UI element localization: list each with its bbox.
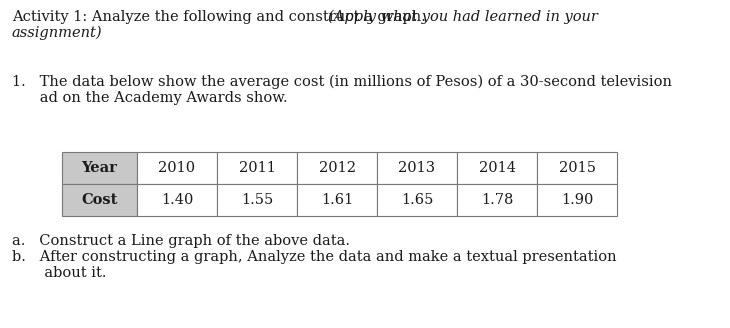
Text: 2013: 2013	[399, 161, 436, 175]
Bar	[62, 152, 137, 184]
Text: 1.   The data below show the average cost (in millions of Pesos) of a 30-second : 1. The data below show the average cost …	[12, 75, 672, 90]
Bar	[137, 184, 217, 216]
Text: 1.61: 1.61	[321, 193, 353, 207]
Text: Activity 1: Analyze the following and construct a graph.: Activity 1: Analyze the following and co…	[12, 10, 431, 24]
Bar	[457, 152, 537, 184]
Text: Cost: Cost	[81, 193, 118, 207]
Text: 1.65: 1.65	[401, 193, 433, 207]
Text: 2014: 2014	[478, 161, 515, 175]
Bar	[297, 152, 377, 184]
Text: b.   After constructing a graph, Analyze the data and make a textual presentatio: b. After constructing a graph, Analyze t…	[12, 250, 617, 264]
Text: (Apply what you had learned in your: (Apply what you had learned in your	[328, 10, 598, 24]
Text: 1.78: 1.78	[481, 193, 513, 207]
Bar	[377, 152, 457, 184]
Bar	[537, 152, 617, 184]
Bar	[62, 184, 137, 216]
Text: 2010: 2010	[158, 161, 196, 175]
Text: 2011: 2011	[239, 161, 275, 175]
Text: 2012: 2012	[318, 161, 356, 175]
Bar	[457, 184, 537, 216]
Text: 2015: 2015	[558, 161, 596, 175]
Bar	[217, 184, 297, 216]
Bar	[537, 184, 617, 216]
Text: Year: Year	[82, 161, 118, 175]
Bar	[217, 152, 297, 184]
Text: ad on the Academy Awards show.: ad on the Academy Awards show.	[12, 91, 288, 105]
Text: 1.55: 1.55	[241, 193, 273, 207]
Text: 1.40: 1.40	[161, 193, 193, 207]
Text: assignment): assignment)	[12, 26, 103, 40]
Text: 1.90: 1.90	[561, 193, 593, 207]
Bar	[297, 184, 377, 216]
Text: about it.: about it.	[12, 266, 107, 280]
Bar	[377, 184, 457, 216]
Bar	[137, 152, 217, 184]
Text: a.   Construct a Line graph of the above data.: a. Construct a Line graph of the above d…	[12, 234, 350, 248]
